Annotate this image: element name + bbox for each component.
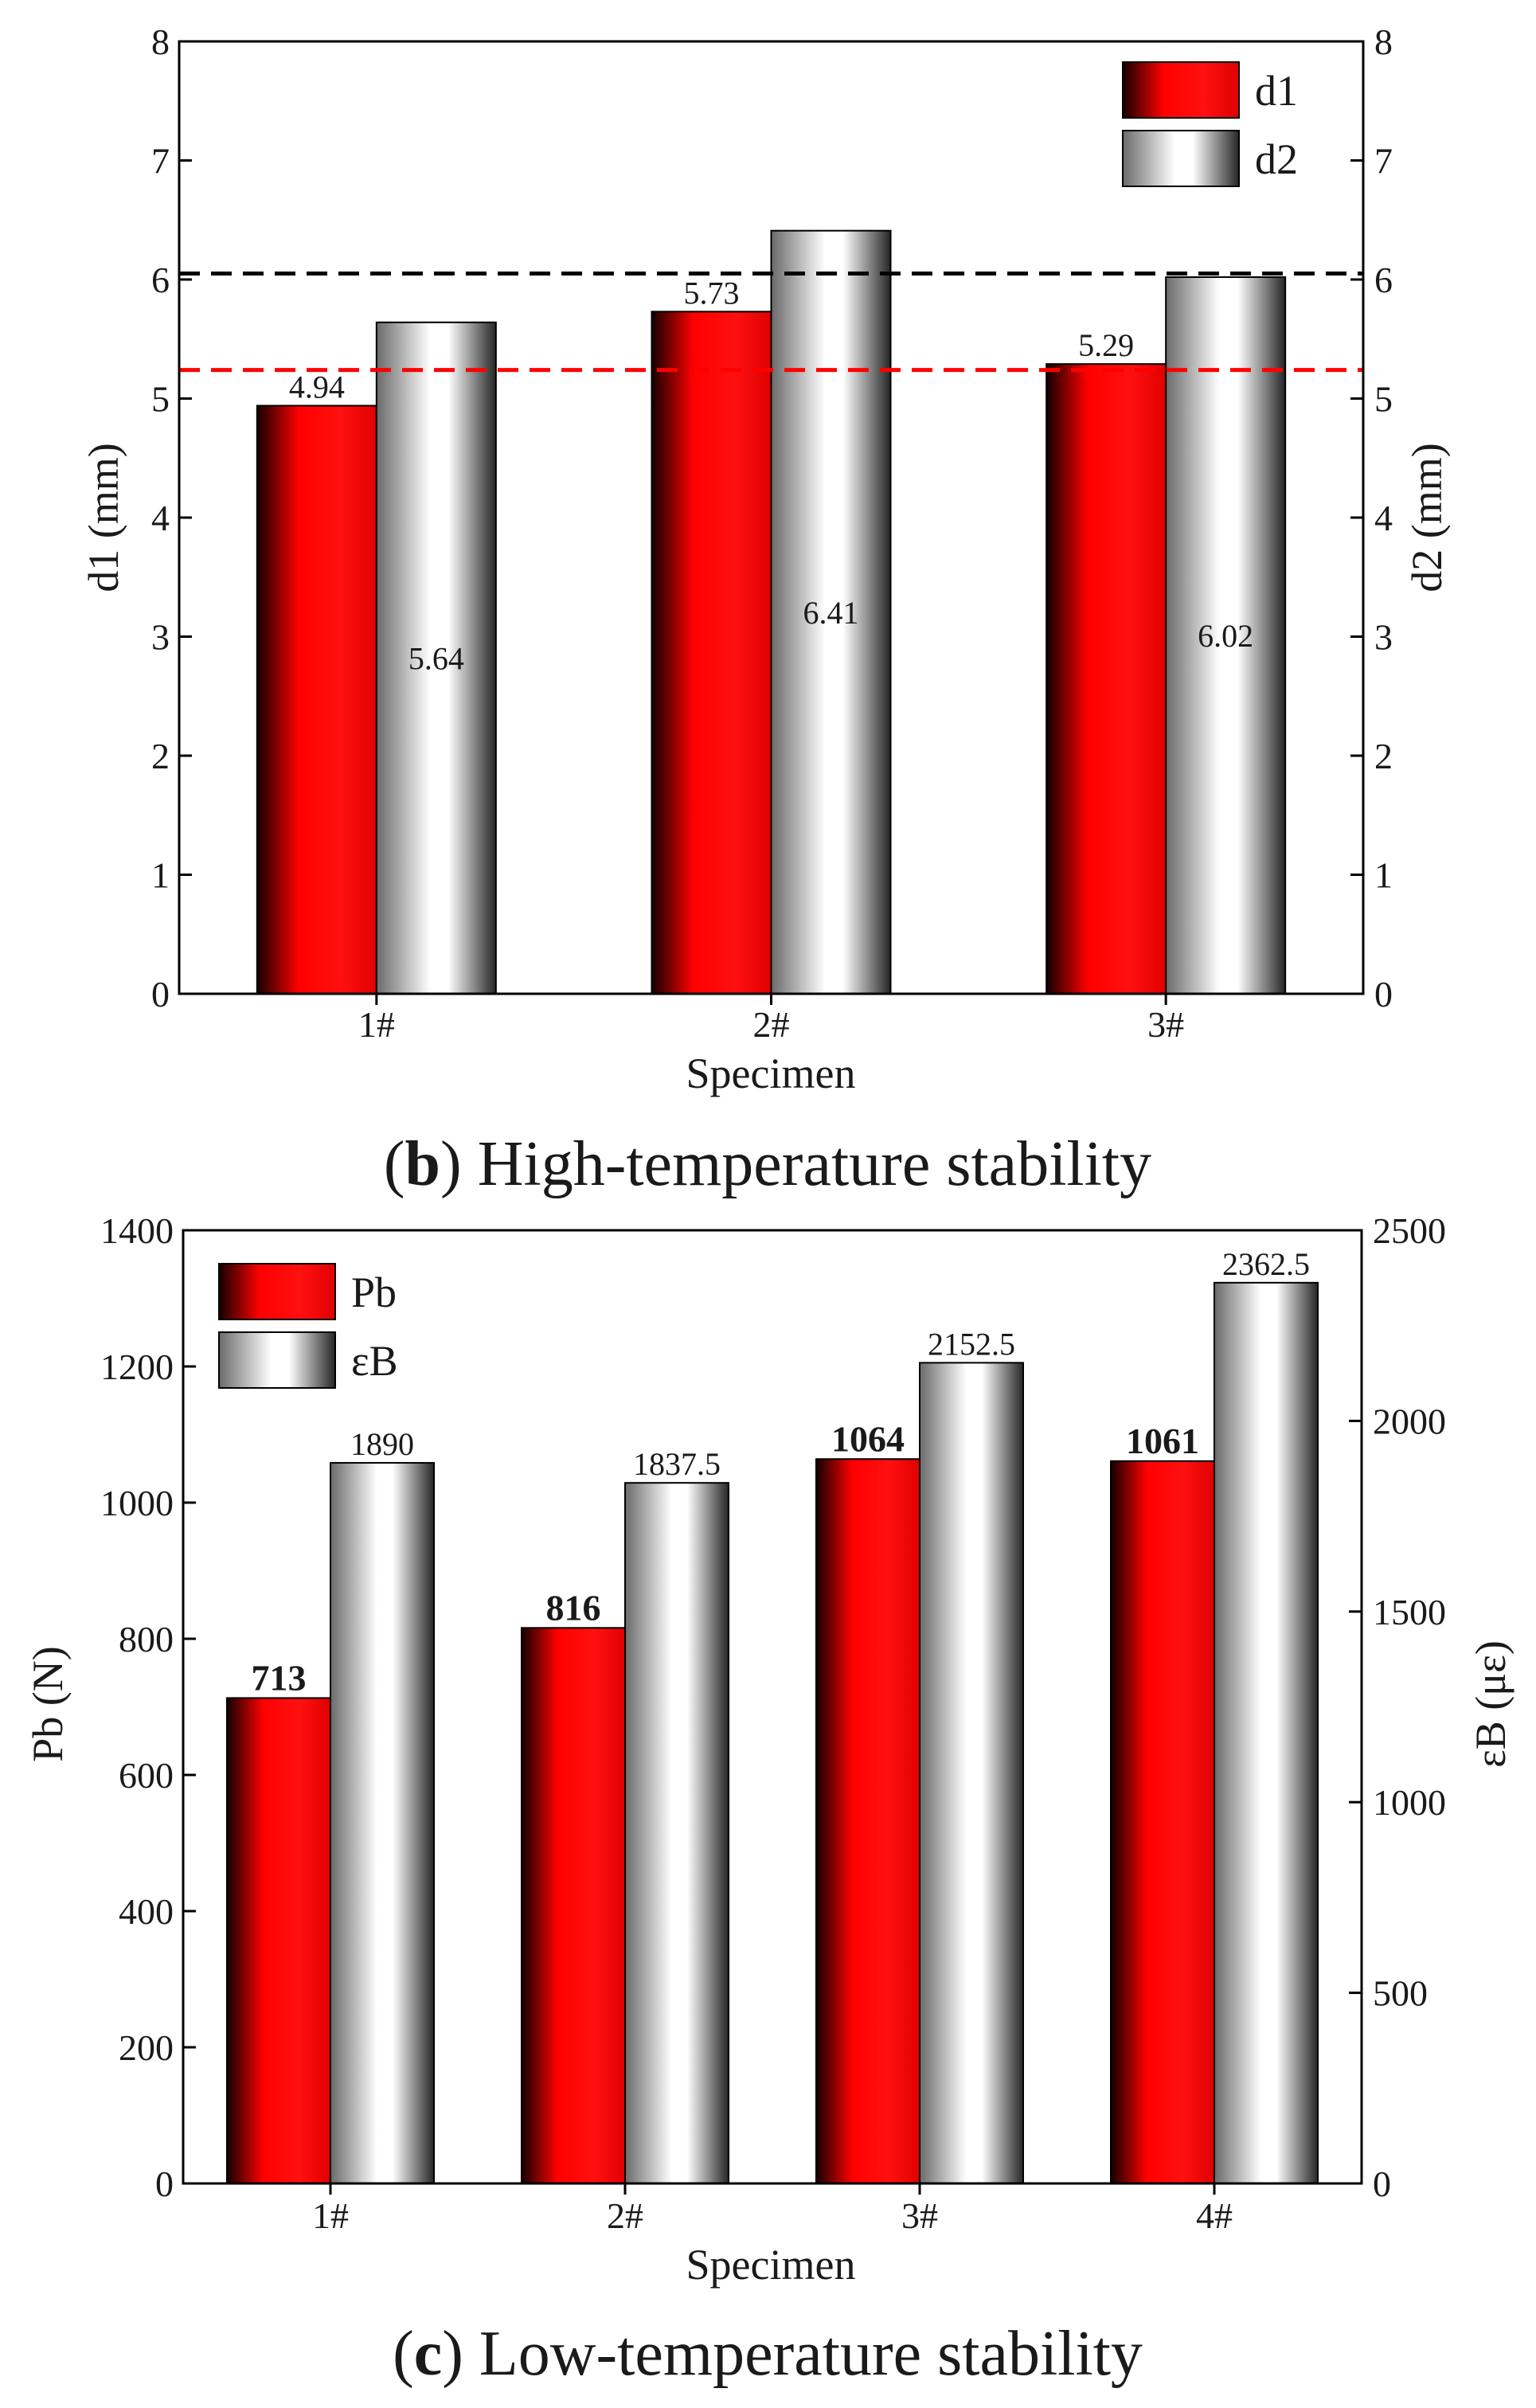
caption-c: (c) Low-temperature stability (393, 2319, 1143, 2389)
data-label-b-d2-3#: 6.02 (1198, 618, 1253, 654)
y-axis-title-right-b: d2 (mm) (1403, 443, 1451, 592)
bar-c-εB-2# (624, 1482, 729, 2184)
y-tick-label-right-b: 0 (1374, 974, 1393, 1014)
y-tick-label-right-b: 2 (1374, 736, 1393, 776)
y-tick-label-left-b: 2 (151, 736, 170, 776)
y-tick-label-right-b: 4 (1374, 498, 1393, 538)
legend-swatch-b-d2 (1122, 130, 1240, 187)
bar-c-εB-1# (330, 1462, 435, 2184)
y-tick-label-right-b: 1 (1374, 855, 1393, 896)
data-label-b-d1-3#: 5.29 (1078, 327, 1134, 363)
legend-label-b-d1: d1 (1255, 67, 1298, 115)
bar-c-εB-3# (919, 1362, 1024, 2184)
y-tick-label-left-c: 0 (155, 2164, 174, 2204)
y-tick-label-left-c: 1400 (100, 1210, 174, 1251)
y-tick-label-right-c: 0 (1373, 2164, 1391, 2204)
legend-label-c-Pb: Pb (351, 1268, 397, 1316)
data-label-c-Pb-2#: 816 (546, 1587, 601, 1628)
legend-label-b-d2: d2 (1255, 135, 1298, 183)
y-tick-label-left-b: 7 (151, 141, 170, 182)
x-tick-label-c-4#: 4# (1196, 2195, 1233, 2236)
y-tick-label-left-c: 600 (119, 1755, 174, 1796)
x-axis-title-b: Specimen (686, 1050, 856, 1097)
y-tick-label-right-c: 2000 (1373, 1401, 1446, 1441)
x-tick-label-c-2#: 2# (607, 2195, 643, 2236)
y-axis-title-left-c: Pb (N) (24, 1646, 72, 1762)
y-axis-title-right-c: εB (με) (1467, 1640, 1515, 1768)
data-label-b-d2-1#: 5.64 (408, 640, 464, 676)
y-tick-label-left-c: 1000 (100, 1483, 174, 1523)
bar-b-d1-2# (651, 311, 772, 995)
bar-c-εB-4# (1214, 1281, 1319, 2184)
data-label-b-d1-1#: 4.94 (289, 369, 345, 405)
caption-text-b: High-temperature stability (462, 1129, 1151, 1199)
bar-b-d1-3# (1045, 363, 1167, 995)
y-tick-label-left-b: 4 (151, 498, 170, 538)
data-label-c-Pb-4#: 1061 (1126, 1421, 1199, 1461)
y-tick-label-left-b: 8 (151, 22, 170, 62)
chart-low-temperature-stability: 713 816 1064 1061 1890 1837.5 2152.5 2362.5 0 200… (24, 1210, 1515, 2389)
y-tick-label-left-c: 1200 (100, 1347, 174, 1387)
x-tick-label-c-1#: 1# (312, 2195, 349, 2236)
x-tick-label-b-3#: 3# (1147, 1004, 1184, 1045)
y-tick-label-left-c: 200 (119, 2027, 174, 2068)
y-tick-label-left-c: 800 (119, 1619, 174, 1659)
bar-b-d2-2# (770, 229, 892, 995)
y-tick-label-right-b: 7 (1374, 141, 1393, 182)
y-tick-label-right-c: 1500 (1373, 1592, 1446, 1632)
y-tick-label-left-b: 3 (151, 617, 170, 658)
y-tick-label-right-b: 3 (1374, 617, 1393, 658)
y-tick-label-right-b: 6 (1374, 260, 1393, 300)
data-label-b-d2-2#: 6.41 (803, 595, 859, 631)
plot-frame-c (182, 1229, 1363, 2185)
y-tick-label-left-c: 400 (119, 1891, 174, 1932)
data-label-c-εB-1#: 1890 (350, 1426, 414, 1462)
x-tick-label-c-3#: 3# (901, 2195, 938, 2236)
caption-letter-c: c (414, 2319, 443, 2389)
caption-text-c: Low-temperature stability (463, 2319, 1143, 2389)
bar-b-d2-3# (1165, 276, 1287, 995)
plot-area-c: 713 816 1064 1061 1890 1837.5 2152.5 2362.5 0 200… (100, 1210, 1446, 2236)
x-tick-label-b-2#: 2# (753, 1004, 790, 1045)
data-label-c-Pb-3#: 1064 (831, 1418, 905, 1459)
caption-letter-b: b (405, 1129, 441, 1199)
x-axis-title-c: Specimen (686, 2241, 856, 2289)
data-label-b-d1-2#: 5.73 (684, 275, 740, 311)
bar-c-Pb-1# (226, 1697, 331, 2184)
y-tick-label-left-b: 6 (151, 260, 170, 300)
data-label-c-εB-4#: 2362.5 (1222, 1246, 1310, 1282)
caption-b: (b) High-temperature stability (384, 1129, 1151, 1199)
y-tick-label-left-b: 5 (151, 379, 170, 420)
y-tick-label-right-b: 8 (1374, 22, 1393, 62)
data-label-c-εB-3#: 2152.5 (928, 1326, 1015, 1362)
legend-swatch-c-εB (218, 1331, 336, 1389)
bar-c-Pb-3# (815, 1458, 920, 2184)
legend-swatch-b-d1 (1122, 61, 1240, 119)
y-tick-label-left-b: 0 (151, 974, 170, 1014)
bar-c-Pb-2# (521, 1627, 626, 2184)
data-label-c-Pb-1#: 713 (252, 1657, 307, 1698)
y-tick-label-right-c: 1000 (1373, 1782, 1446, 1823)
chart-high-temperature-stability: 4.94 5.73 5.29 5.64 6.41 6.02 0 1 2 3 4 5 6 7 8 0 1 2 3 4 5 6… (80, 22, 1451, 1199)
legend-swatch-c-Pb (218, 1263, 336, 1320)
y-tick-label-right-c: 2500 (1373, 1210, 1446, 1251)
y-axis-title-left-b: d1 (mm) (80, 443, 127, 592)
y-tick-label-right-b: 5 (1374, 379, 1393, 420)
legend-label-c-εB: εB (351, 1337, 398, 1385)
y-tick-label-right-c: 500 (1373, 1973, 1428, 2014)
bar-b-d1-1# (256, 405, 377, 995)
plot-area-b: 4.94 5.73 5.29 5.64 6.41 6.02 0 1 2 3 4 5 6 7 8 0 1 2 3 4 5 6… (151, 22, 1393, 1045)
y-tick-label-left-b: 1 (151, 855, 170, 896)
x-tick-label-b-1#: 1# (358, 1004, 395, 1045)
bar-b-d2-1# (375, 321, 497, 995)
bar-c-Pb-4# (1110, 1460, 1215, 2184)
data-label-c-εB-2#: 1837.5 (633, 1446, 721, 1482)
